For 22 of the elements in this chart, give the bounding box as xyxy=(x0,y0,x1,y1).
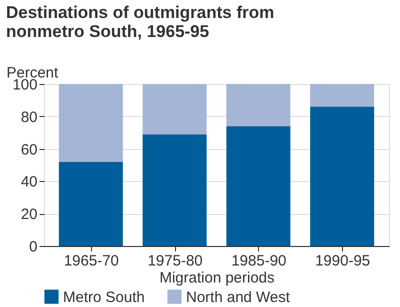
y-tick-label: 100 xyxy=(12,76,38,94)
bar xyxy=(142,84,207,134)
x-tick-label: 1985-90 xyxy=(231,252,286,270)
legend-label: Metro South xyxy=(63,288,145,306)
x-axis-title: Migration periods xyxy=(159,270,275,286)
bar xyxy=(58,162,123,246)
y-tick-label: 60 xyxy=(20,141,38,158)
bar xyxy=(226,126,290,246)
x-tick-label: 1990-95 xyxy=(315,252,370,270)
y-tick-label: 40 xyxy=(20,174,38,191)
bar xyxy=(310,106,374,246)
x-tick-label: 1965-70 xyxy=(64,252,119,270)
bar xyxy=(226,84,290,126)
y-tick-label: 20 xyxy=(20,206,38,224)
bar xyxy=(142,134,207,246)
y-tick-label: 0 xyxy=(29,238,38,256)
x-tick-label: 1975-80 xyxy=(148,252,203,270)
y-tick-label: 80 xyxy=(20,108,38,126)
bar xyxy=(58,84,123,162)
chart-title: Destinations of outmigrants from nonmetro South, 1965-95 xyxy=(6,3,274,41)
legend-label: North and West xyxy=(186,288,291,306)
bar xyxy=(310,84,374,107)
